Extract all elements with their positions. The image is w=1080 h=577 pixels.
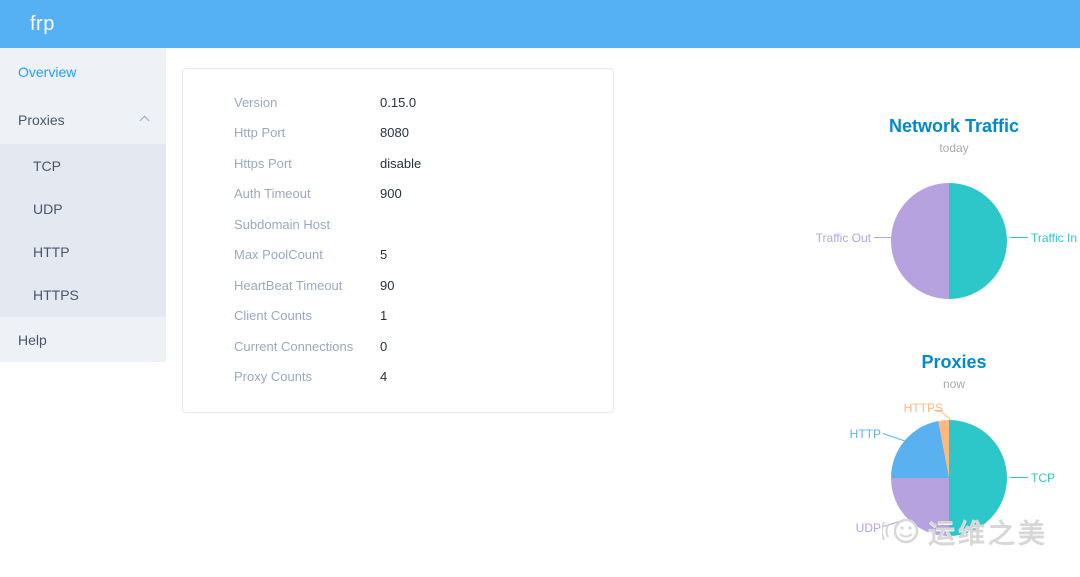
info-label: Max PoolCount bbox=[234, 247, 323, 263]
network-traffic-chart-title: Network Traffic bbox=[888, 116, 1020, 136]
proxies-pie-chart[interactable] bbox=[891, 420, 1007, 536]
info-label: Https Port bbox=[234, 155, 292, 171]
info-value: 900 bbox=[380, 186, 402, 202]
sidebar-item-label: Help bbox=[18, 331, 47, 348]
sidebar-item-label: HTTP bbox=[33, 243, 70, 260]
pie-label-http: HTTP bbox=[849, 427, 881, 441]
sidebar-menu: Overview Proxies TCP UDP HTTP HTTPS Help bbox=[0, 48, 166, 362]
info-row-client-counts: Client Counts 1 bbox=[183, 301, 613, 332]
info-label: Client Counts bbox=[234, 308, 313, 324]
proxies-chart-title: Proxies bbox=[921, 352, 987, 372]
info-value: 0 bbox=[380, 338, 388, 354]
info-label: Http Port bbox=[234, 125, 286, 141]
leader-line-https bbox=[934, 410, 943, 411]
pie-label-udp: UDP bbox=[855, 521, 881, 535]
sidebar-item-label: UDP bbox=[33, 200, 63, 217]
info-label: Auth Timeout bbox=[234, 186, 311, 202]
charts-panel: Network Traffic today Traffic Out Traffi… bbox=[789, 96, 1080, 577]
info-row-proxy-counts: Proxy Counts 4 bbox=[183, 362, 613, 393]
pie-label-https: HTTPS bbox=[903, 401, 943, 415]
sidebar-item-label: HTTPS bbox=[33, 286, 79, 303]
sidebar-item-label: Overview bbox=[18, 64, 77, 80]
info-row-auth-timeout: Auth Timeout 900 bbox=[183, 179, 613, 210]
info-value: 4 bbox=[380, 369, 388, 385]
info-value: 1 bbox=[380, 308, 388, 324]
pie-label-tcp: TCP bbox=[1031, 471, 1055, 485]
sidebar-item-help[interactable]: Help bbox=[0, 316, 166, 362]
leader-line-tcp bbox=[1010, 477, 1028, 478]
sidebar-item-tcp[interactable]: TCP bbox=[0, 144, 166, 187]
sidebar-item-label: Proxies bbox=[18, 112, 65, 128]
leader-line-http bbox=[882, 433, 906, 442]
leader-line-https bbox=[940, 411, 952, 421]
info-label: Subdomain Host bbox=[234, 216, 331, 232]
info-label: Version bbox=[234, 94, 278, 110]
sidebar-item-label: TCP bbox=[33, 157, 61, 174]
info-value: disable bbox=[380, 155, 422, 171]
chevron-up-icon bbox=[139, 115, 150, 126]
proxies-chart-subtitle: now bbox=[942, 377, 965, 391]
info-row-max-poolcount: Max PoolCount 5 bbox=[183, 240, 613, 271]
info-row-heartbeat-timeout: HeartBeat Timeout 90 bbox=[183, 270, 613, 301]
sidebar-item-overview[interactable]: Overview bbox=[0, 48, 166, 96]
sidebar: Overview Proxies TCP UDP HTTP HTTPS Help bbox=[0, 48, 166, 577]
pie-label-traffic-out: Traffic Out bbox=[815, 231, 871, 245]
sidebar-item-proxies[interactable]: Proxies bbox=[0, 96, 166, 144]
info-label: Current Connections bbox=[234, 338, 354, 354]
info-row-https-port: Https Port disable bbox=[183, 148, 613, 179]
sidebar-item-https[interactable]: HTTPS bbox=[0, 273, 166, 316]
leader-line-udp bbox=[882, 519, 907, 527]
info-label: HeartBeat Timeout bbox=[234, 277, 343, 293]
network-traffic-chart-subtitle: today bbox=[939, 141, 969, 155]
info-value: 0.15.0 bbox=[380, 94, 417, 110]
leader-line-traffic-out bbox=[874, 237, 891, 238]
sidebar-item-http[interactable]: HTTP bbox=[0, 230, 166, 273]
info-value: 8080 bbox=[380, 125, 409, 141]
sidebar-item-udp[interactable]: UDP bbox=[0, 187, 166, 230]
main-content: Version 0.15.0 Http Port 8080 Https Port… bbox=[166, 48, 1080, 577]
network-traffic-pie-chart[interactable] bbox=[891, 183, 1007, 299]
app-logo: frp bbox=[30, 12, 55, 35]
info-value: 5 bbox=[380, 247, 388, 263]
info-row-version: Version 0.15.0 bbox=[183, 87, 613, 118]
info-label: Proxy Counts bbox=[234, 369, 313, 385]
info-value: 90 bbox=[380, 277, 395, 293]
info-row-http-port: Http Port 8080 bbox=[183, 118, 613, 149]
server-info-card: Version 0.15.0 Http Port 8080 Https Port… bbox=[182, 68, 614, 413]
info-row-current-connections: Current Connections 0 bbox=[183, 331, 613, 362]
info-row-subdomain-host: Subdomain Host bbox=[183, 209, 613, 240]
top-header: frp bbox=[0, 0, 1080, 48]
leader-line-traffic-in bbox=[1010, 237, 1028, 238]
pie-label-traffic-in: Traffic In bbox=[1031, 231, 1078, 245]
